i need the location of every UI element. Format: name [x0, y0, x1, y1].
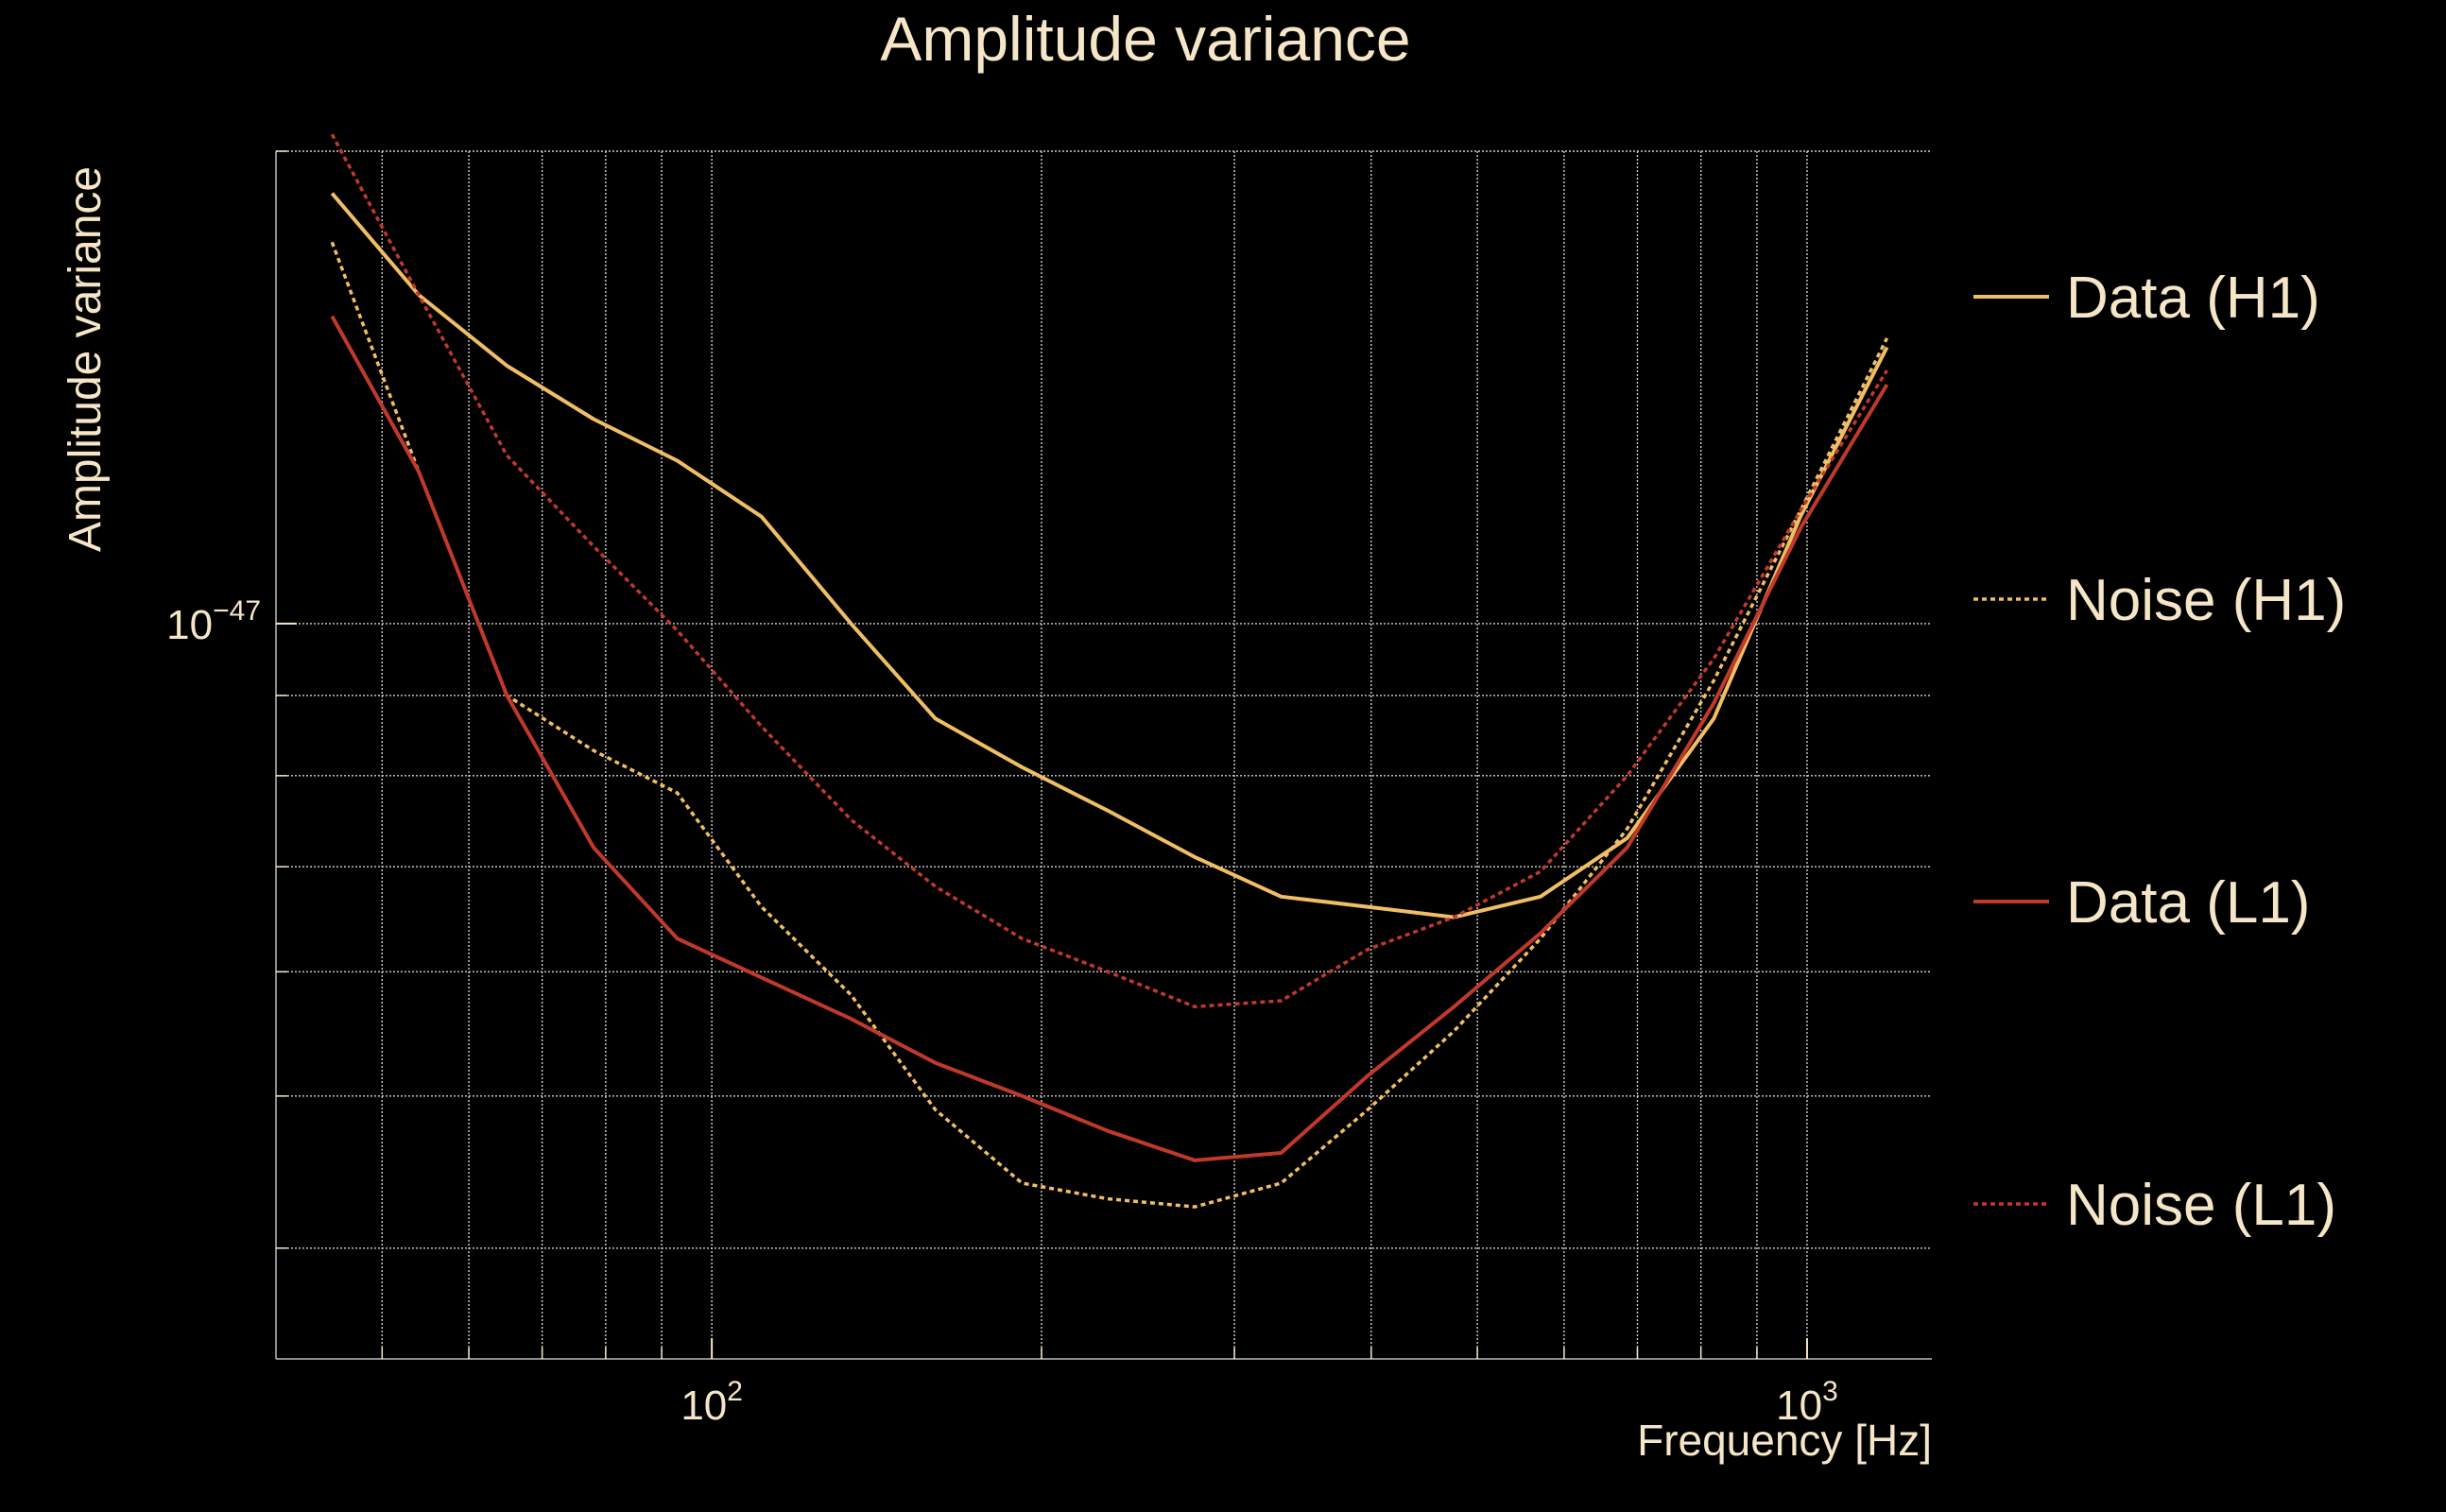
series-line-0 — [330, 192, 1889, 919]
x-axis-label: Frequency [Hz] — [1637, 1416, 1932, 1465]
x-tick-label: 103 — [1776, 1376, 1838, 1429]
y-axis-label: Amplitude variance — [60, 166, 111, 552]
series-line-1 — [330, 241, 1889, 1209]
legend: Data (H1) Noise (H1) Data (L1) Noise (L1) — [1973, 266, 2346, 1238]
series-line-3 — [330, 133, 1888, 1009]
legend-label-1: Noise (H1) — [2066, 568, 2346, 633]
x-tick-label: 102 — [680, 1376, 743, 1429]
y-tick-label: 10−47 — [166, 595, 261, 648]
legend-label-0: Data (H1) — [2066, 266, 2320, 331]
series-group — [330, 133, 1889, 1209]
series-line-2 — [330, 315, 1889, 1162]
legend-label-2: Data (L1) — [2066, 870, 2310, 936]
chart-title: Amplitude variance — [880, 4, 1410, 74]
axes: 102 103 10−47 — [166, 150, 1932, 1429]
grid — [276, 150, 1932, 1359]
legend-label-3: Noise (L1) — [2066, 1173, 2336, 1238]
